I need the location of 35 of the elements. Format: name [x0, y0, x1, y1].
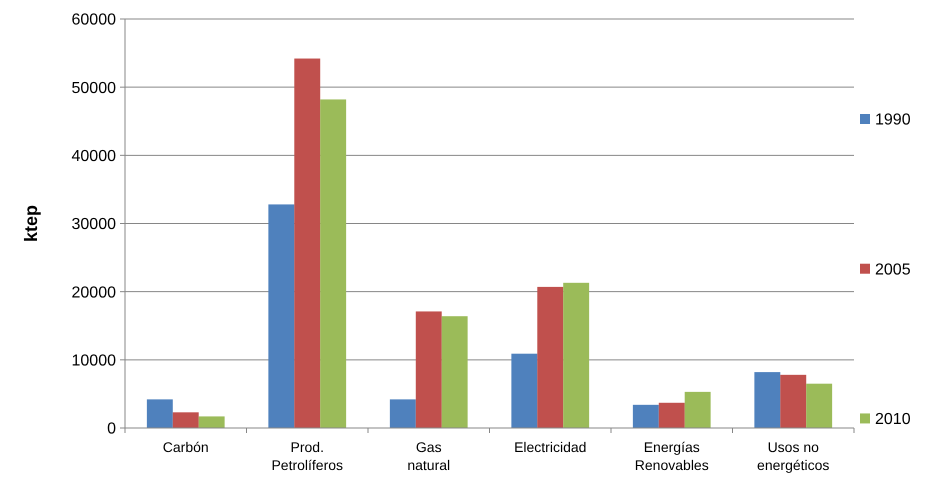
bar [198, 416, 225, 428]
bar [294, 58, 320, 428]
y-axis-title: ktep [21, 204, 41, 242]
bar [537, 286, 564, 428]
x-tick-label: Gas natural [407, 439, 450, 473]
legend-label: 2005 [875, 261, 911, 278]
bar [268, 204, 294, 428]
y-tick-label: 50000 [72, 80, 116, 97]
bar [806, 384, 832, 428]
bar [684, 392, 711, 428]
x-tick-label: Prod. Petrolíferos [271, 439, 344, 473]
x-tick-label: Electricidad [514, 439, 586, 455]
y-tick-label: 0 [107, 420, 116, 438]
bar [658, 402, 685, 428]
bar [442, 316, 468, 428]
y-tick-label: 10000 [72, 352, 116, 370]
bar [146, 399, 173, 428]
y-tick-label: 60000 [72, 12, 116, 29]
x-tick-label: Carbón [162, 439, 209, 455]
bar [563, 282, 590, 428]
x-tick-label: Energías Renovables [634, 439, 709, 473]
bar [632, 404, 659, 428]
y-tick-label: 20000 [72, 284, 116, 302]
legend-label: 2010 [875, 411, 911, 428]
bar [390, 399, 416, 428]
y-tick-label: 30000 [72, 216, 116, 234]
bar [320, 99, 346, 428]
x-tick-label: Usos no energéticos [757, 439, 830, 473]
bar [780, 374, 806, 428]
legend-label: 1990 [875, 112, 911, 129]
bar [172, 412, 199, 428]
y-tick-label: 40000 [72, 148, 116, 165]
bar [754, 372, 780, 428]
bar [416, 311, 442, 428]
bar [511, 354, 538, 428]
